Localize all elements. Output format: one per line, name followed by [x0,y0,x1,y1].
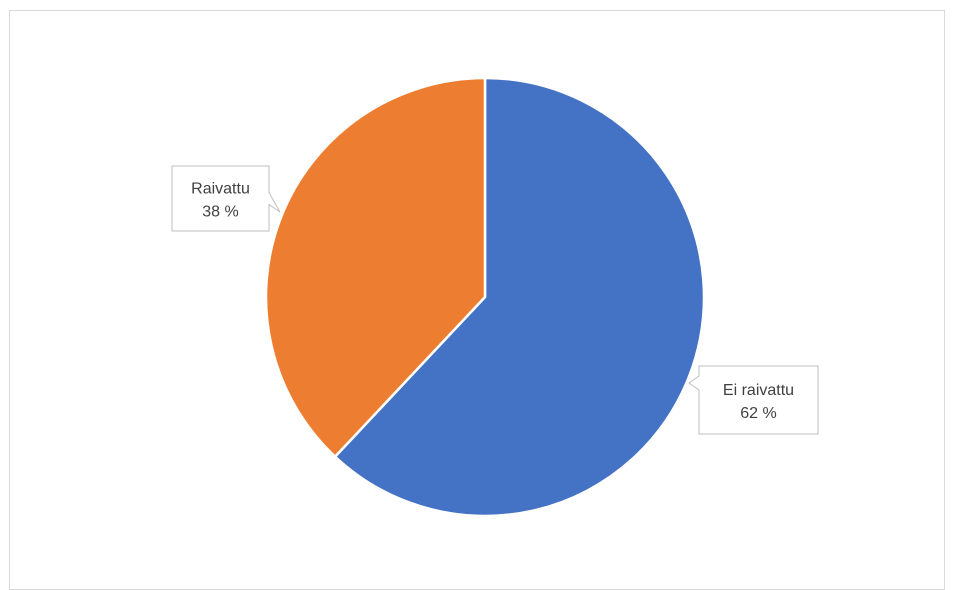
callout-value-label: 38 % [202,204,238,221]
callout-value-label: 62 % [740,405,776,422]
pie-slice-raivattu [264,76,487,458]
pie-chart: Ei raivattu 62 % Raivattu 38 % [171,76,819,518]
callout-box [688,365,819,435]
callout-category-label: Raivattu [191,181,250,198]
data-label-raivattu: Raivattu 38 % [171,165,281,232]
pie-slices [264,76,706,518]
data-label-callouts: Ei raivattu 62 % Raivattu 38 % [171,165,819,435]
pie-slice-ei-raivattu [333,76,706,518]
data-label-ei-raivattu: Ei raivattu 62 % [688,365,819,435]
callout-box [171,165,281,232]
callout-category-label: Ei raivattu [723,382,794,399]
